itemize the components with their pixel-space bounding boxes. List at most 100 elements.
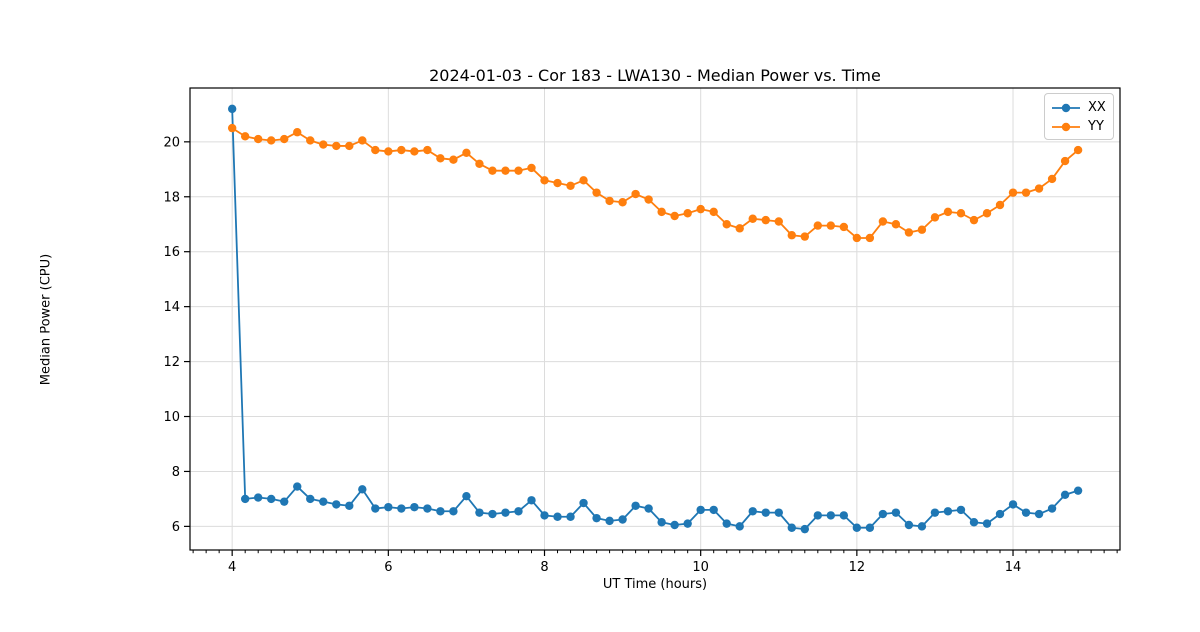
data-point-marker [358,485,367,494]
data-point-marker [839,222,849,232]
x-tick-label: 10 [692,560,709,575]
data-point-marker [709,207,718,217]
data-point-marker [293,128,302,137]
data-point-marker [540,511,549,520]
data-point-marker [657,207,666,217]
data-point-marker [410,147,419,156]
data-point-marker [644,195,653,204]
data-point-marker [592,513,601,523]
data-point-marker [670,520,679,530]
data-point-marker [735,522,744,531]
data-point-marker [956,209,966,218]
data-point-marker [566,181,575,190]
data-point-marker [1008,188,1018,197]
data-point-marker [813,511,823,520]
data-point-marker [1034,184,1044,193]
data-point-marker [475,159,484,169]
data-point-marker [306,136,315,145]
data-point-marker [787,523,796,532]
data-point-marker [605,196,614,206]
data-point-marker [436,507,445,516]
data-point-marker [657,518,666,527]
data-point-marker [240,494,250,504]
data-point-marker [253,493,263,502]
data-point-marker [449,155,458,164]
data-point-marker [787,231,796,240]
data-point-marker [397,145,406,155]
y-tick-label: 14 [163,300,180,315]
data-point-marker [748,507,757,516]
data-point-marker [683,519,692,528]
data-point-marker [735,224,744,233]
data-point-marker [696,505,705,515]
data-point-marker [631,501,640,510]
plot-area: 4 6 8 10 12 14 6 8 10 12 14 16 18 20 [163,87,1121,575]
data-point-marker [319,497,328,506]
data-point-marker [267,136,276,145]
y-tick-label: 16 [163,245,180,260]
data-point-marker [969,215,979,225]
data-point-marker [709,505,718,515]
data-point-marker [891,220,901,229]
data-point-marker [930,213,940,222]
data-point-marker [1047,174,1057,184]
data-point-marker [1008,500,1018,509]
data-point-marker [579,498,588,508]
y-tick-label: 12 [163,355,180,370]
data-point-marker [943,207,953,217]
data-point-marker [306,494,315,504]
data-point-marker [332,500,341,509]
data-point-marker [293,482,302,491]
data-point-marker [774,217,783,226]
data-point-marker [384,502,393,512]
data-point-marker [332,141,341,151]
data-point-marker [345,501,354,510]
data-point-marker [995,509,1005,519]
data-point-marker [865,233,875,243]
data-point-marker [852,233,862,243]
data-point-marker [839,511,849,520]
data-point-marker [280,134,289,144]
data-point-marker [800,232,809,241]
data-point-marker [1073,486,1083,495]
y-tick-label: 18 [163,190,180,205]
legend-item-xx: XX [1051,98,1107,117]
data-point-marker [540,176,549,185]
data-point-marker [865,523,875,532]
x-tick-label: 6 [384,560,392,575]
data-point-marker [878,509,888,519]
data-point-marker [410,502,419,512]
data-point-marker [813,221,823,230]
data-point-marker [527,163,536,173]
data-point-marker [748,214,757,223]
y-axis-label: Median Power (CPU) [40,253,54,386]
data-point-marker [774,508,783,517]
legend-sample-line-icon [1052,103,1080,112]
data-point-marker [891,508,901,517]
legend-item-yy: YY [1051,117,1107,136]
data-point-marker [618,198,627,207]
data-point-marker [1034,509,1044,519]
data-point-marker [553,178,562,188]
chart-title: 2024-01-03 - Cor 183 - LWA130 - Median P… [429,66,881,85]
data-point-marker [227,123,237,133]
data-point-marker [462,491,471,501]
data-point-marker [475,508,484,517]
data-point-marker [904,228,914,237]
data-point-marker [488,509,497,519]
data-point-marker [579,176,588,185]
data-point-marker [904,520,914,530]
data-point-marker [761,508,770,517]
legend: XX YY [1044,93,1114,140]
y-tick-label: 10 [163,410,180,425]
data-point-marker [449,507,458,516]
data-point-marker [501,166,510,175]
y-tick-label: 8 [172,465,180,480]
data-point-marker [852,523,862,532]
data-point-marker [930,508,940,517]
data-point-marker [462,148,471,158]
data-point-marker [969,518,979,527]
data-point-marker [722,519,731,528]
data-point-marker [1047,504,1057,513]
data-point-marker [384,147,393,156]
